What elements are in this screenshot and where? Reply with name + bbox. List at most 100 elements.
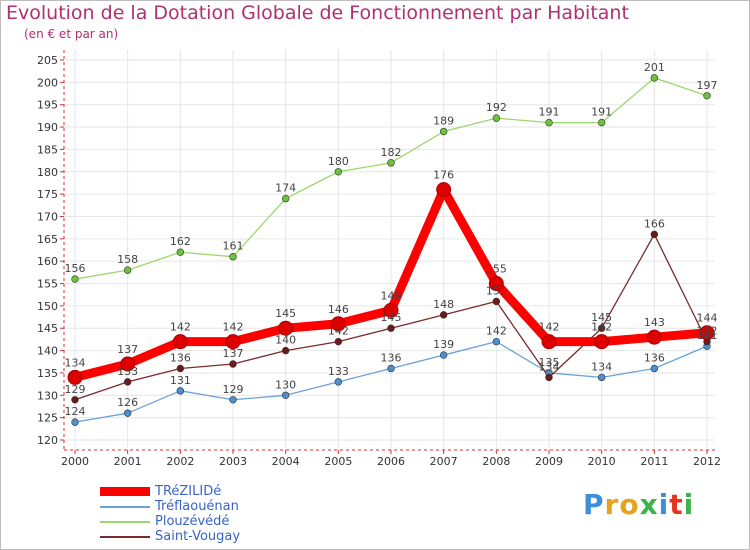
data-label-trezilide: 142 <box>591 321 612 334</box>
data-point-trezilide <box>278 320 294 336</box>
y-tick-label: 135 <box>37 367 58 380</box>
legend: TRéZILIDé Tréflaouénan Plouzévédé Saint-Vou… <box>100 484 240 544</box>
data-label-saint-vougay: 166 <box>644 217 665 230</box>
data-point-treflaouenan <box>492 337 501 346</box>
legend-item: TRéZILIDé <box>100 484 240 499</box>
data-label-trezilide: 176 <box>433 169 454 182</box>
data-label-saint-vougay: 148 <box>433 298 454 311</box>
data-point-plouzevede <box>703 92 711 100</box>
legend-label: Plouzévédé <box>155 514 230 529</box>
x-tick-label: 2006 <box>377 455 405 468</box>
y-tick-label: 165 <box>37 233 58 246</box>
data-point-plouzevede <box>597 118 606 127</box>
data-point-trezilide <box>699 325 715 341</box>
y-tick-label: 140 <box>37 345 58 358</box>
x-tick-label: 2005 <box>324 455 352 468</box>
x-tick-label: 2001 <box>114 455 142 468</box>
y-tick-label: 170 <box>37 210 58 223</box>
data-label-treflaouenan: 139 <box>433 338 454 351</box>
data-label-plouzevede: 192 <box>486 101 507 114</box>
data-label-trezilide: 137 <box>117 343 138 356</box>
y-tick-label: 190 <box>37 121 58 134</box>
data-label-treflaouenan: 129 <box>223 383 244 396</box>
data-label-saint-vougay: 142 <box>697 325 718 338</box>
tick-labels: 120 125 130 135 140 145 150 155 160 165 170 175 180 1… <box>37 54 721 468</box>
y-tick-label: 120 <box>37 434 58 447</box>
y-tick-label: 200 <box>37 76 58 89</box>
data-point-plouzevede <box>176 248 185 256</box>
data-label-trezilide: 155 <box>486 263 507 276</box>
legend-item: Saint-Vougay <box>100 529 240 544</box>
y-tick-label: 125 <box>37 412 58 425</box>
data-point-saint-vougay <box>439 311 448 319</box>
data-label-saint-vougay: 145 <box>591 311 612 324</box>
data-point-plouzevede <box>229 253 237 261</box>
logo-letter: i <box>683 488 695 521</box>
legend-swatch <box>100 520 150 523</box>
data-point-plouzevede <box>71 275 79 283</box>
data-point-treflaouenan <box>439 351 448 359</box>
logo-letter: i <box>658 488 670 521</box>
data-point-plouzevede <box>387 159 395 167</box>
data-point-saint-vougay <box>334 337 343 346</box>
proxiti-logo: Proxiti <box>583 488 694 521</box>
legend-label: Saint-Vougay <box>155 529 241 544</box>
legend-swatch <box>100 535 150 538</box>
data-point-trezilide <box>594 334 610 350</box>
data-point-trezilide <box>541 334 557 350</box>
x-tick-label: 2010 <box>588 455 616 468</box>
data-point-treflaouenan <box>334 378 343 386</box>
data-label-treflaouenan: 133 <box>328 365 349 378</box>
legend-item: Plouzévédé <box>100 514 240 529</box>
y-tick-label: 185 <box>37 143 58 156</box>
data-label-saint-vougay: 145 <box>381 311 402 324</box>
chart-title: Evolution de la Dotation Globale de Fonc… <box>6 2 629 24</box>
data-point-trezilide <box>488 276 504 292</box>
data-point-plouzevede <box>439 127 448 136</box>
data-label-plouzevede: 189 <box>433 115 454 128</box>
data-label-saint-vougay: 142 <box>328 325 349 338</box>
data-label-trezilide: 149 <box>381 289 402 302</box>
data-point-saint-vougay <box>229 360 237 368</box>
x-tick-label: 2007 <box>430 455 458 468</box>
data-label-trezilide: 142 <box>170 321 191 334</box>
data-label-plouzevede: 197 <box>697 79 718 92</box>
data-points <box>67 74 715 426</box>
x-tick-label: 2012 <box>693 455 721 468</box>
y-tick-label: 195 <box>37 99 58 112</box>
data-label-treflaouenan: 142 <box>486 325 507 338</box>
data-point-trezilide <box>646 329 662 345</box>
chart-subtitle: (en € et par an) <box>24 27 119 41</box>
x-tick-label: 2003 <box>219 455 247 468</box>
line-chart: 120 125 130 135 140 145 150 155 160 165 170 175 180 1… <box>37 50 721 468</box>
data-label-saint-vougay: 133 <box>117 365 138 378</box>
data-point-treflaouenan <box>281 391 290 399</box>
data-point-treflaouenan <box>176 387 185 395</box>
y-tick-label: 180 <box>37 166 58 179</box>
data-point-trezilide <box>67 369 83 385</box>
data-point-trezilide <box>436 182 452 198</box>
logo-letter: P <box>583 488 605 521</box>
x-tick-label: 2009 <box>535 455 563 468</box>
data-point-plouzevede <box>650 74 659 82</box>
data-point-saint-vougay <box>650 230 659 239</box>
data-label-saint-vougay: 134 <box>539 360 560 373</box>
data-point-trezilide <box>330 316 346 332</box>
data-label-plouzevede: 182 <box>381 146 402 159</box>
x-tick-label: 2000 <box>61 455 89 468</box>
data-point-treflaouenan <box>71 418 79 426</box>
x-tick-label: 2004 <box>272 455 300 468</box>
data-label-treflaouenan: 124 <box>65 405 86 418</box>
data-label-trezilide: 143 <box>644 316 665 329</box>
x-tick-label: 2011 <box>640 455 668 468</box>
data-label-plouzevede: 191 <box>591 106 612 119</box>
data-point-trezilide <box>383 302 399 318</box>
y-tick-label: 145 <box>37 322 58 335</box>
data-point-treflaouenan <box>597 373 606 382</box>
data-label-trezilide: 134 <box>65 356 86 369</box>
data-label-plouzevede: 180 <box>328 155 349 168</box>
data-point-treflaouenan <box>650 364 659 373</box>
data-point-plouzevede <box>334 168 343 176</box>
